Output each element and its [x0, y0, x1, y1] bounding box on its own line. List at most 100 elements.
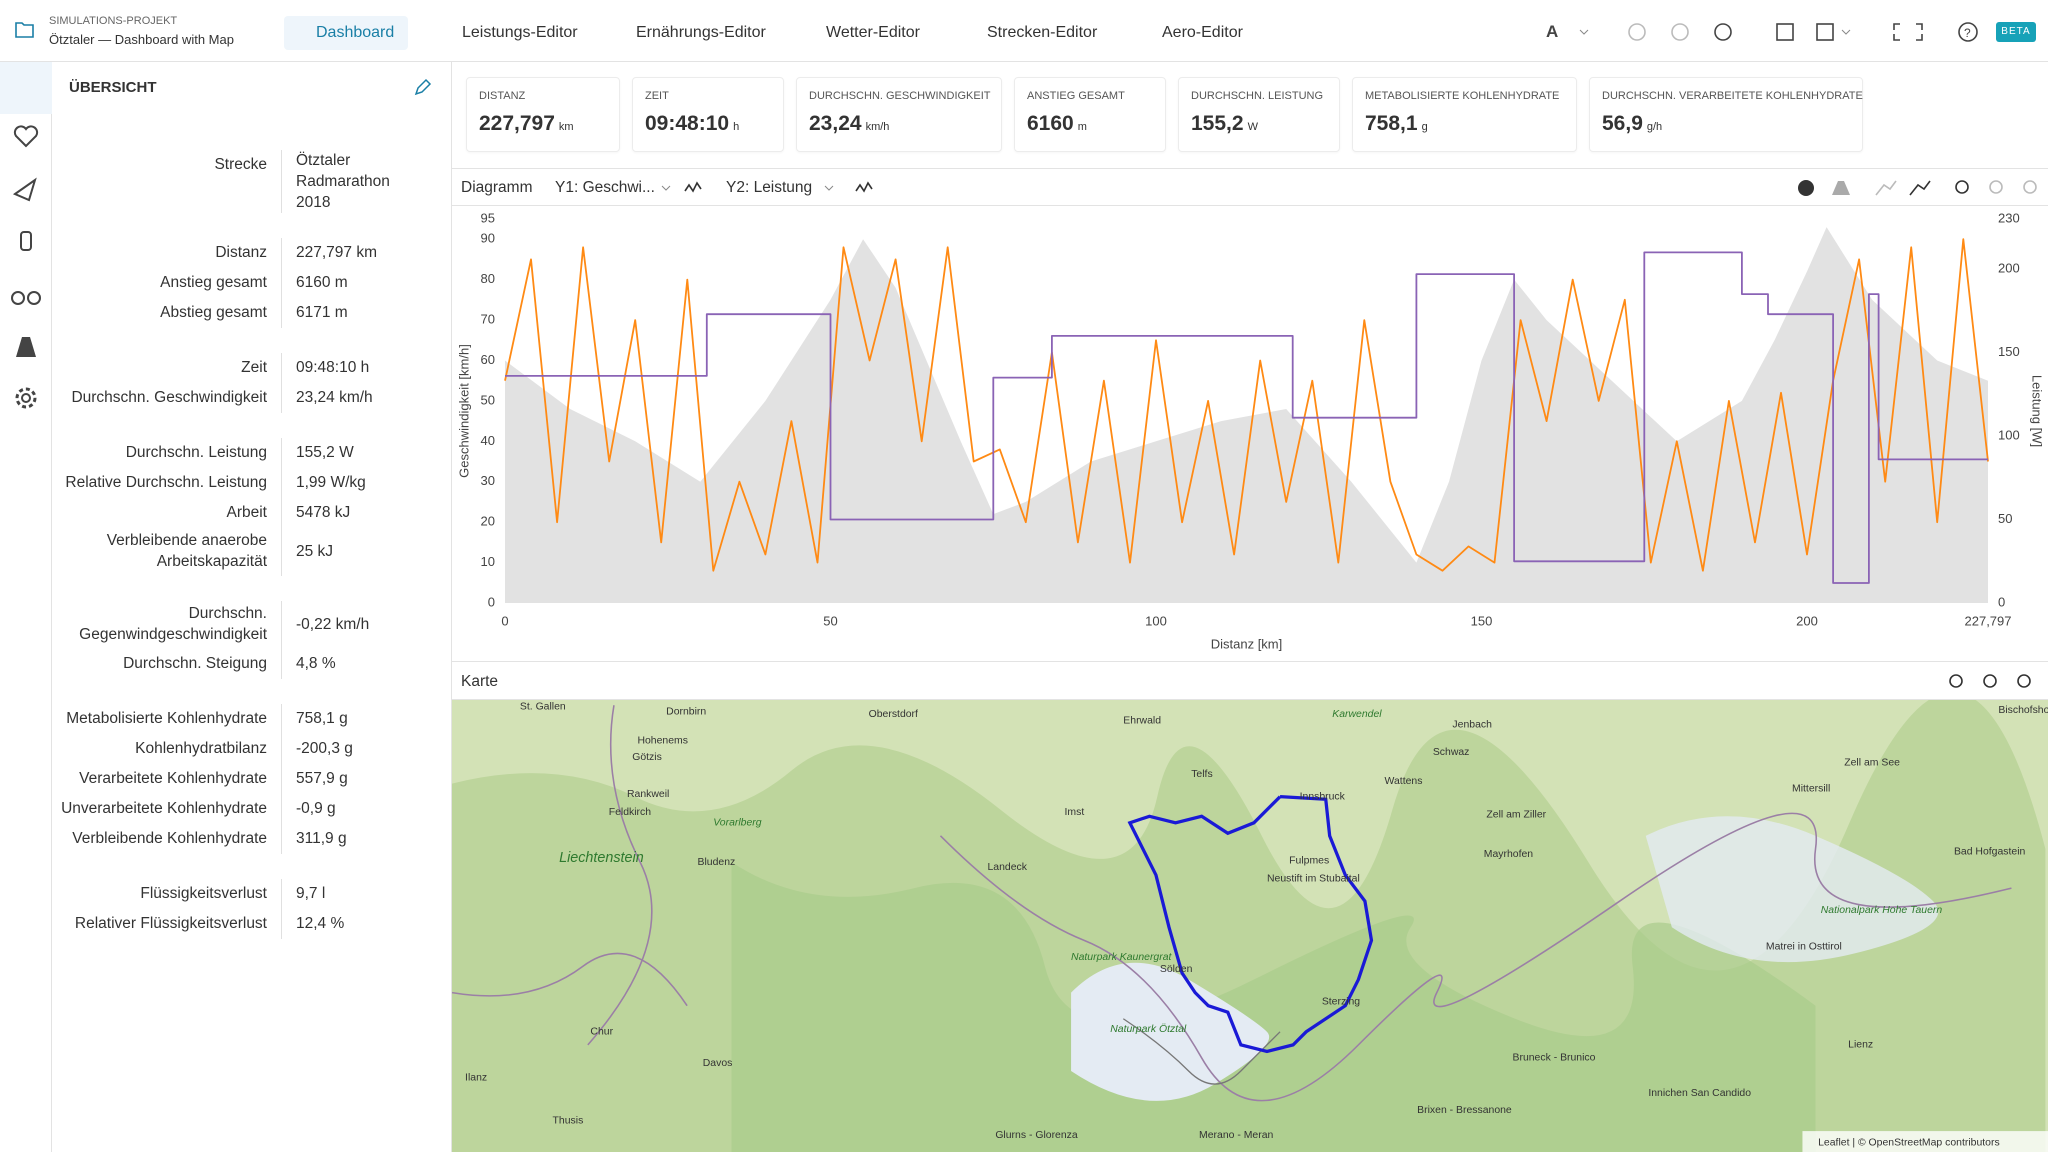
stat-value: 6171 m	[296, 304, 348, 321]
map-label: Fulpmes	[1289, 855, 1329, 866]
kpi-unit: g	[1421, 121, 1428, 133]
kpi-label: DISTANZ	[479, 90, 526, 102]
tab[interactable]: Strecken-Editor	[987, 24, 1098, 41]
tab[interactable]: Wetter-Editor	[826, 24, 920, 41]
kpi-value: 23,24 km/h	[809, 112, 989, 136]
svg-text:?: ?	[1964, 26, 1971, 40]
stat-row: Flüssigkeitsverlust 9,7 l	[52, 879, 452, 909]
nav-rail	[0, 62, 52, 1152]
stat-value: 09:48:10 h	[296, 359, 370, 376]
kpi-label: DURCHSCHN. GESCHWINDIGKEIT	[809, 90, 991, 102]
map-label: Matrei in Osttirol	[1766, 942, 1842, 953]
stat-label: Verbleibende Kohlenhydrate	[52, 824, 282, 854]
tab[interactable]: Aero-Editor	[1162, 24, 1243, 41]
stat-label: Anstieg gesamt	[52, 268, 282, 298]
map-label: Wattens	[1385, 776, 1423, 787]
stat-group: Durchschn. Leistung 155,2 W Relative Durch…	[52, 438, 452, 576]
kpi-label: DURCHSCHN. VERARBEITETE KOHLENHYDRATE	[1602, 90, 1863, 102]
y-tick-label: 30	[481, 473, 495, 488]
stat-value: 4,8 %	[296, 655, 336, 672]
kpi-number: 758,1	[1365, 112, 1418, 135]
toolbar-icons	[661, 180, 2037, 196]
kpi-label: ZEIT	[645, 90, 669, 102]
y-tick-label: 90	[481, 231, 495, 246]
stat-label: Kohlenhydratbilanz	[52, 734, 282, 764]
map-label: Oberstdorf	[869, 709, 918, 720]
svg-text:A: A	[1546, 22, 1558, 41]
map-label: Neustift im Stubaital	[1267, 874, 1360, 885]
stat-value: Ötztaler Radmarathon 2018	[296, 152, 390, 211]
map-label: Bludenz	[698, 857, 736, 868]
zoom-icons[interactable]	[1942, 670, 2042, 694]
edit-icon[interactable]	[412, 78, 432, 98]
stat-value: -0,9 g	[296, 800, 336, 817]
map-attribution: Leaflet | © OpenStreetMap contributors	[1818, 1138, 2000, 1149]
y-tick-label: 0	[488, 594, 495, 609]
tab[interactable]: Dashboard	[284, 16, 409, 50]
stat-row: Distanz 227,797 km	[52, 238, 452, 268]
line	[505, 251, 1988, 584]
folder-icon	[15, 22, 34, 38]
header: SIMULATIONS-PROJEKT Ötztaler — Dashboard…	[0, 0, 2048, 62]
stat-label: Relativer Flüssigkeitsverlust	[52, 909, 282, 939]
stat-value: 311,9 g	[296, 830, 347, 847]
y1-select[interactable]: Y1: Geschwi...	[555, 179, 655, 196]
map-label: Rankweil	[627, 789, 669, 800]
x-axis-title: Distanz [km]	[1211, 636, 1283, 651]
y2-tick-label: 230	[1998, 210, 2020, 225]
kpi-label: ANSTIEG GESAMT	[1027, 90, 1125, 102]
map-label: Zell am Ziller	[1486, 810, 1546, 821]
beta-badge: BETA	[1996, 22, 2036, 42]
kpi-number: 09:48:10	[645, 112, 730, 135]
map-label: Telfs	[1191, 769, 1212, 780]
y-tick-label: 95	[481, 210, 495, 225]
map-label: Innsbruck	[1300, 791, 1346, 802]
stat-value: 758,1 g	[296, 710, 348, 727]
x-tick-label: 0	[501, 613, 508, 628]
stat-group: Strecke Ötztaler Radmarathon 2018	[52, 150, 452, 213]
map-label: Feldkirch	[609, 807, 652, 818]
y-tick-label: 50	[481, 392, 495, 407]
nav-active[interactable]	[0, 62, 52, 114]
kpi-unit: km	[558, 121, 574, 133]
map-label: Mittersill	[1792, 784, 1830, 795]
tab[interactable]: Leistungs-Editor	[462, 24, 578, 41]
map-label: St. Gallen	[520, 701, 566, 712]
map-label: Innichen San Candido	[1648, 1088, 1751, 1099]
map-label: Davos	[703, 1058, 733, 1069]
tab[interactable]: Ernährungs-Editor	[636, 24, 766, 41]
map-label: Naturpark Ötztal	[1110, 1023, 1187, 1035]
map[interactable]: St. Gallen Dornbirn Oberstdorf Ehrwald Karwe…	[452, 700, 2048, 1152]
stat-label: Verarbeitete Kohlenhydrate	[52, 764, 282, 794]
y-tick-label: 10	[481, 554, 495, 569]
map-label: Bischofshofen	[1998, 705, 2048, 716]
kpi-number: 23,24	[809, 112, 862, 135]
x-tick-label: 200	[1796, 613, 1818, 628]
kpi-unit: h	[733, 121, 740, 133]
x-tick-label: 227,797	[1965, 613, 2012, 628]
stat-value: 557,9 g	[296, 770, 348, 787]
stat-label: Verbleibende anaerobe Arbeitskapazität	[52, 528, 282, 576]
kpi-value: 758,1 g	[1365, 112, 1564, 136]
y-tick-label: 70	[481, 311, 495, 326]
kpi-card: METABOLISIERTE KOHLENHYDRATE 758,1 g	[1352, 77, 1577, 152]
kpi-value: 56,9 g/h	[1602, 112, 1850, 136]
y2-select[interactable]: Y2: Leistung	[726, 179, 813, 196]
map-label: Karwendel	[1332, 709, 1382, 720]
y-axis-title: Geschwindigkeit [km/h]	[456, 344, 471, 478]
map-label: Naturpark Kaunergrat	[1071, 952, 1172, 963]
stat-row: Durchschn. Steigung 4,8 %	[52, 649, 452, 679]
chart-toolbar: Diagramm Y1: Geschwi... Y2: Leistung	[452, 168, 2048, 206]
stat-value: 6160 m	[296, 274, 348, 291]
y2-tick-label: 200	[1998, 261, 2020, 276]
stat-row: Verbleibende Kohlenhydrate 311,9 g	[52, 824, 452, 854]
stat-label: Strecke	[52, 150, 282, 213]
stat-label: Metabolisierte Kohlenhydrate	[52, 704, 282, 734]
project-label: SIMULATIONS-PROJEKT	[49, 15, 178, 27]
stat-row: Verbleibende anaerobe Arbeitskapazität 25…	[52, 528, 452, 576]
kpi-number: 227,797	[479, 112, 555, 135]
stat-label: Abstieg gesamt	[52, 298, 282, 328]
map-label: Ilanz	[465, 1072, 487, 1083]
kpi-label: DURCHSCHN. LEISTUNG	[1191, 90, 1324, 102]
map-label: Bad Hofgastein	[1954, 846, 2026, 857]
